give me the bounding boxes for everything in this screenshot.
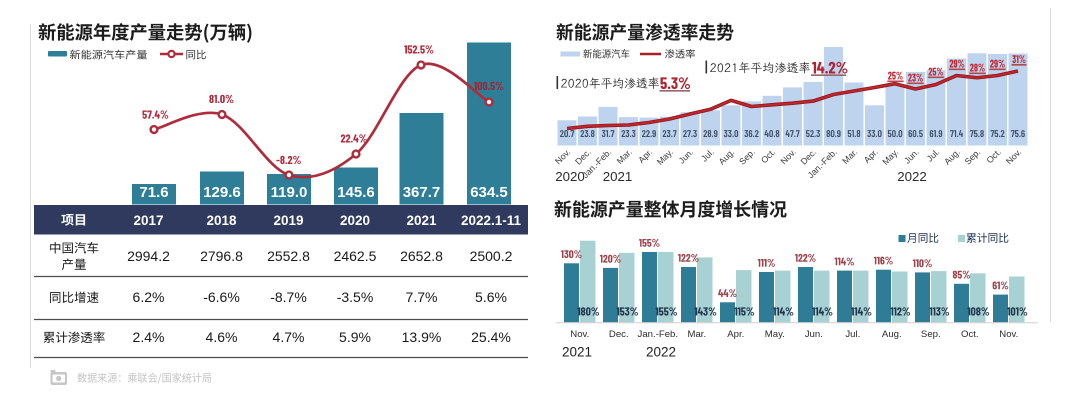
svg-text:2018: 2018 bbox=[206, 213, 237, 228]
svg-text:Aug.: Aug. bbox=[882, 329, 902, 340]
svg-text:2021: 2021 bbox=[562, 345, 592, 360]
svg-text:367.7: 367.7 bbox=[403, 184, 441, 201]
svg-text:13.9%: 13.9% bbox=[402, 329, 442, 345]
svg-text:4.6%: 4.6% bbox=[206, 329, 238, 345]
svg-text:2022.1-11: 2022.1-11 bbox=[461, 213, 522, 228]
svg-text:2021: 2021 bbox=[406, 213, 437, 228]
svg-text:2019: 2019 bbox=[273, 213, 303, 228]
svg-text:2652.8: 2652.8 bbox=[400, 248, 443, 264]
svg-text:-6.6%: -6.6% bbox=[203, 289, 240, 305]
svg-text:Jul.: Jul. bbox=[845, 329, 860, 340]
svg-text:2020: 2020 bbox=[555, 169, 585, 184]
svg-text:2.4%: 2.4% bbox=[133, 329, 165, 345]
svg-text:25.4%: 25.4% bbox=[471, 329, 511, 345]
svg-text:2022: 2022 bbox=[646, 345, 676, 360]
svg-text:145.6: 145.6 bbox=[337, 184, 375, 201]
svg-text:4.7%: 4.7% bbox=[273, 329, 305, 345]
svg-text:2462.5: 2462.5 bbox=[334, 248, 377, 264]
svg-text:129.6: 129.6 bbox=[203, 184, 241, 201]
svg-text:2017: 2017 bbox=[133, 213, 163, 228]
svg-text:Dec.: Dec. bbox=[609, 329, 629, 340]
svg-text:71.6: 71.6 bbox=[139, 184, 168, 201]
svg-text:2021: 2021 bbox=[603, 169, 633, 184]
svg-text:Mar.: Mar. bbox=[687, 329, 706, 340]
svg-text:2022: 2022 bbox=[897, 169, 927, 184]
svg-text:5.6%: 5.6% bbox=[475, 289, 507, 305]
svg-text:-3.5%: -3.5% bbox=[337, 289, 374, 305]
svg-text:Nov.: Nov. bbox=[570, 329, 589, 340]
svg-text:Oct.: Oct. bbox=[961, 329, 979, 340]
svg-text:2500.2: 2500.2 bbox=[470, 248, 513, 264]
svg-text:119.0: 119.0 bbox=[271, 184, 308, 201]
svg-text:634.5: 634.5 bbox=[470, 184, 508, 201]
svg-text:Nov.: Nov. bbox=[999, 329, 1018, 340]
svg-text:5.9%: 5.9% bbox=[339, 329, 371, 345]
svg-text:Jan.-Feb.: Jan.-Feb. bbox=[638, 329, 679, 340]
svg-text:6.2%: 6.2% bbox=[133, 289, 165, 305]
svg-text:Sep.: Sep. bbox=[921, 329, 941, 340]
svg-text:2552.8: 2552.8 bbox=[267, 248, 310, 264]
svg-text:Apr.: Apr. bbox=[727, 329, 744, 340]
svg-text:2994.2: 2994.2 bbox=[127, 248, 170, 264]
svg-text:May.: May. bbox=[765, 329, 785, 340]
svg-text:Jun.: Jun. bbox=[805, 329, 823, 340]
svg-text:-8.7%: -8.7% bbox=[270, 289, 307, 305]
svg-text:7.7%: 7.7% bbox=[406, 289, 438, 305]
svg-text:2796.8: 2796.8 bbox=[200, 248, 243, 264]
svg-text:2020: 2020 bbox=[340, 213, 370, 228]
